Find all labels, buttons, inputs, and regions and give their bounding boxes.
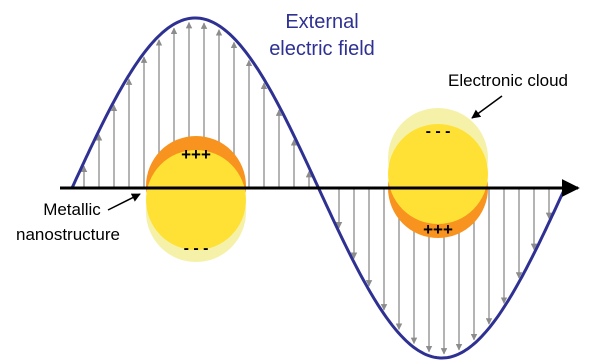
nanostructure-label-line1: Metallic: [43, 200, 101, 219]
field-title-line2: electric field: [269, 38, 375, 60]
left-positive-charge: +++: [181, 145, 211, 164]
right-negative-charge: - - -: [426, 123, 451, 140]
electronic-cloud-label: Electronic cloud: [448, 71, 568, 90]
right-positive-charge: +++: [423, 220, 453, 239]
right-electron-cloud: [388, 124, 488, 224]
nanostructure-label-line2: nanostructure: [16, 225, 120, 244]
electronic-cloud-pointer: [471, 95, 503, 119]
left-electron-cloud: [146, 150, 246, 250]
nanostructure-pointer: [107, 193, 141, 211]
field-title-line1: External: [285, 11, 358, 33]
left-negative-charge: - - -: [184, 240, 209, 257]
